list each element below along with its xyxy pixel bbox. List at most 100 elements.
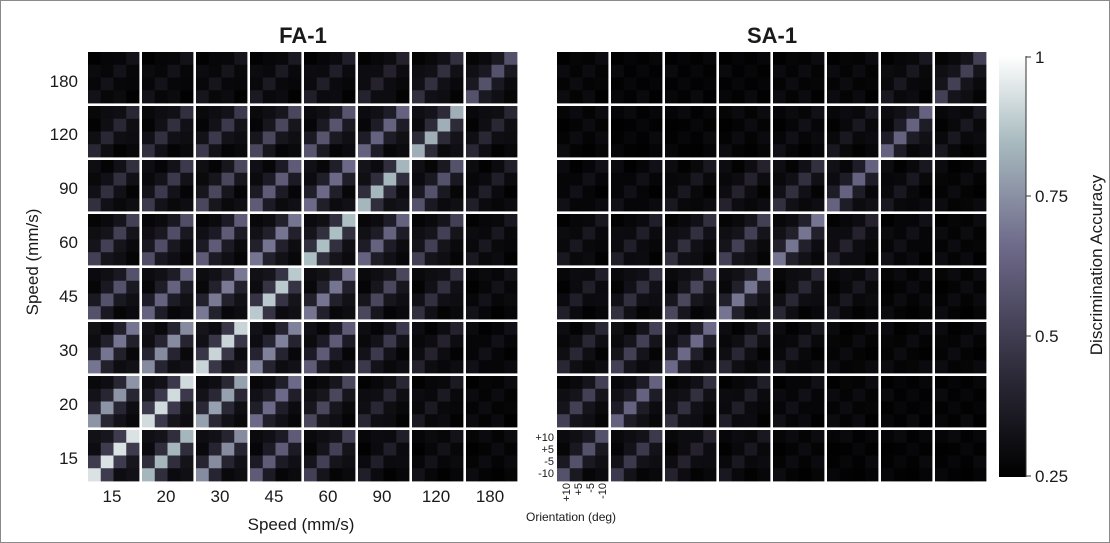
sa1-heatmap-cell: [690, 90, 704, 104]
sa1-heatmap-cell: [703, 52, 717, 66]
sa1-heatmap-cell: [677, 144, 691, 158]
fa1-heatmap-cell: [450, 198, 464, 212]
sa1-heatmap-cell: [811, 214, 825, 228]
sa1-heatmap-cell: [773, 160, 787, 174]
fa1-heatmap-cell: [450, 280, 464, 294]
sa1-heatmap-cell: [906, 468, 920, 482]
sa1-heatmap-cell: [881, 306, 895, 320]
fa1-heatmap-cell: [154, 414, 168, 428]
fa1-heatmap-cell: [180, 226, 194, 240]
sa1-heatmap-cell: [703, 430, 717, 444]
fa1-heatmap-cell: [113, 322, 127, 336]
fa1-heatmap-cell: [383, 347, 397, 361]
sa1-heatmap-cell: [935, 322, 949, 336]
sa1-heatmap-cell: [636, 90, 650, 104]
fa1-heatmap-cell: [262, 468, 276, 482]
sa1-heatmap-cell: [595, 306, 609, 320]
sa1-heatmap-cell: [557, 414, 571, 428]
sa1-heatmap-cell: [960, 268, 974, 282]
fa1-heatmap-cell: [491, 414, 505, 428]
fa1-xtick: 30: [211, 487, 230, 506]
fa1-heatmap-cell: [424, 280, 438, 294]
sa1-heatmap-cell: [703, 334, 717, 348]
sa1-heatmap-cell: [811, 322, 825, 336]
fa1-heatmap-cell: [437, 106, 451, 120]
fa1-heatmap-cell: [288, 185, 302, 199]
sa1-heatmap-cell: [731, 430, 745, 444]
fa1-heatmap-cell: [304, 52, 318, 66]
fa1-heatmap-cell: [329, 106, 343, 120]
fa1-y-axis-label: Speed (mm/s): [23, 209, 42, 316]
sa1-heatmap-cell: [690, 172, 704, 186]
fa1-heatmap-cell: [180, 414, 194, 428]
fa1-heatmap-cell: [113, 52, 127, 66]
fa1-heatmap-cell: [126, 442, 140, 456]
fa1-heatmap-cell: [358, 64, 372, 78]
fa1-heatmap-cell: [113, 293, 127, 307]
sa1-heatmap-cell: [677, 118, 691, 132]
sa1-orientation-label: Orientation (deg): [526, 510, 616, 524]
fa1-heatmap-cell: [142, 334, 156, 348]
sa1-heatmap-cell: [665, 214, 679, 228]
sa1-heatmap-cell: [690, 306, 704, 320]
fa1-heatmap-cell: [478, 442, 492, 456]
fa1-heatmap-cell: [126, 347, 140, 361]
fa1-heatmap-cell: [100, 144, 114, 158]
sa1-heatmap-cell: [935, 252, 949, 266]
fa1-heatmap-cell: [437, 268, 451, 282]
fa1-heatmap-cell: [504, 388, 518, 402]
sa1-heatmap-cell: [852, 185, 866, 199]
sa1-heatmap-cell: [827, 388, 841, 402]
fa1-heatmap-cell: [167, 118, 181, 132]
fa1-heatmap-cell: [342, 376, 356, 390]
fa1-heatmap-cell: [466, 226, 480, 240]
fa1-heatmap-cell: [316, 360, 330, 374]
fa1-heatmap-cell: [437, 280, 451, 294]
colorbar-label: Discrimination Accuracy: [1087, 174, 1106, 355]
sa1-heatmap-cell: [611, 401, 625, 415]
fa1-heatmap-cell: [196, 106, 210, 120]
fa1-heatmap-cell: [396, 347, 410, 361]
fa1-heatmap-cell: [288, 198, 302, 212]
sa1-heatmap-cell: [690, 388, 704, 402]
sa1-heatmap-cell: [906, 293, 920, 307]
sa1-heatmap-cell: [960, 106, 974, 120]
fa1-heatmap-cell: [234, 401, 248, 415]
sa1-heatmap-cell: [906, 252, 920, 266]
sa1-heatmap-cell: [811, 198, 825, 212]
fa1-heatmap-cell: [478, 118, 492, 132]
sa1-heatmap-cell: [703, 293, 717, 307]
sa1-heatmap-cell: [947, 106, 961, 120]
fa1-heatmap-cell: [250, 226, 264, 240]
sa1-heatmap-cell: [757, 131, 771, 145]
sa1-heatmap-cell: [852, 198, 866, 212]
fa1-heatmap-cell: [113, 90, 127, 104]
sa1-heatmap-cell: [719, 293, 733, 307]
fa1-heatmap-cell: [113, 77, 127, 91]
sa1-heatmap-cell: [906, 280, 920, 294]
fa1-heatmap-cell: [342, 293, 356, 307]
fa1-heatmap-cell: [358, 77, 372, 91]
fa1-heatmap-cell: [126, 198, 140, 212]
fa1-heatmap-cell: [450, 118, 464, 132]
sa1-heatmap-cell: [595, 214, 609, 228]
sa1-heatmap-cell: [947, 455, 961, 469]
sa1-heatmap-cell: [811, 360, 825, 374]
sa1-heatmap-cell: [623, 401, 637, 415]
sa1-heatmap-cell: [677, 214, 691, 228]
sa1-heatmap-cell: [865, 172, 879, 186]
sa1-heatmap-cell: [665, 468, 679, 482]
fa1-heatmap-cell: [383, 77, 397, 91]
sa1-heatmap-cell: [690, 106, 704, 120]
sa1-heatmap-cell: [569, 455, 583, 469]
fa1-heatmap-cell: [275, 52, 289, 66]
fa1-heatmap-cell: [478, 414, 492, 428]
fa1-heatmap-cell: [504, 468, 518, 482]
sa1-heatmap-cell: [827, 52, 841, 66]
fa1-heatmap-cell: [412, 239, 426, 253]
fa1-heatmap-cell: [288, 144, 302, 158]
sa1-heatmap-cell: [757, 322, 771, 336]
sa1-heatmap-cell: [852, 334, 866, 348]
fa1-heatmap-cell: [329, 334, 343, 348]
fa1-heatmap-cell: [466, 131, 480, 145]
